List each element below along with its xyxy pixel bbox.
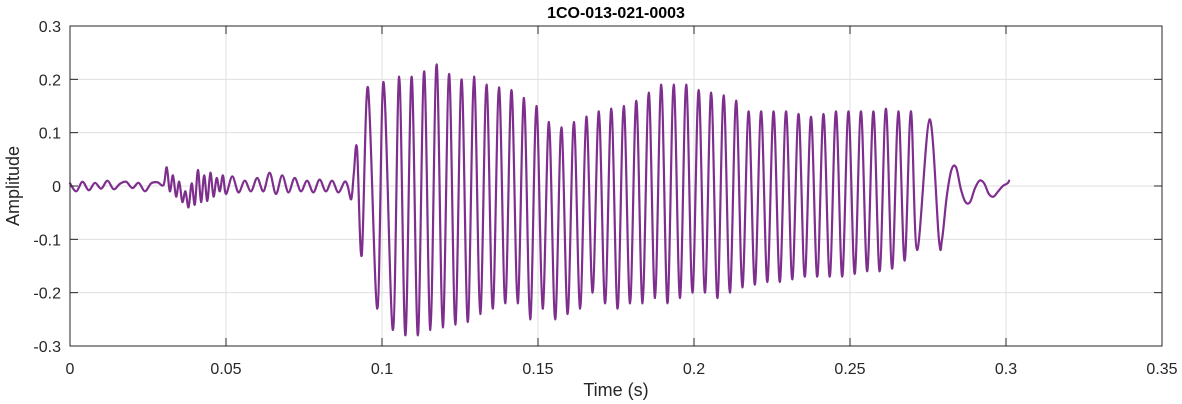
- tick-marks: [69, 25, 1163, 347]
- data-series: [68, 63, 1011, 337]
- y-tick-label: 0.2: [39, 72, 61, 89]
- x-axis-label: Time (s): [583, 380, 648, 400]
- x-tick-labels: 0 0.05 0.1 0.15 0.2 0.25 0.3 0.35: [66, 361, 1178, 378]
- x-tick-label: 0.35: [1146, 361, 1177, 378]
- y-tick-label: 0.1: [39, 126, 61, 143]
- y-tick-label: -0.1: [33, 232, 61, 249]
- waveform-line: [68, 63, 1011, 337]
- x-tick-label: 0.15: [522, 361, 553, 378]
- chart-title: 1CO-013-021-0003: [547, 5, 685, 22]
- x-tick-label: 0.25: [834, 361, 865, 378]
- x-tick-label: 0.2: [683, 361, 705, 378]
- y-tick-label: 0: [52, 179, 61, 196]
- y-tick-label: -0.2: [33, 286, 61, 303]
- grid-lines: [70, 26, 1162, 346]
- x-tick-label: 0.1: [371, 361, 393, 378]
- y-tick-label: 0.3: [39, 19, 61, 36]
- x-tick-label: 0: [66, 361, 75, 378]
- y-tick-labels: -0.3 -0.2 -0.1 0 0.1 0.2 0.3: [33, 19, 61, 356]
- x-tick-label: 0.3: [995, 361, 1017, 378]
- y-axis-label: Amplitude: [3, 146, 23, 226]
- y-tick-label: -0.3: [33, 339, 61, 356]
- x-tick-label: 0.05: [210, 361, 241, 378]
